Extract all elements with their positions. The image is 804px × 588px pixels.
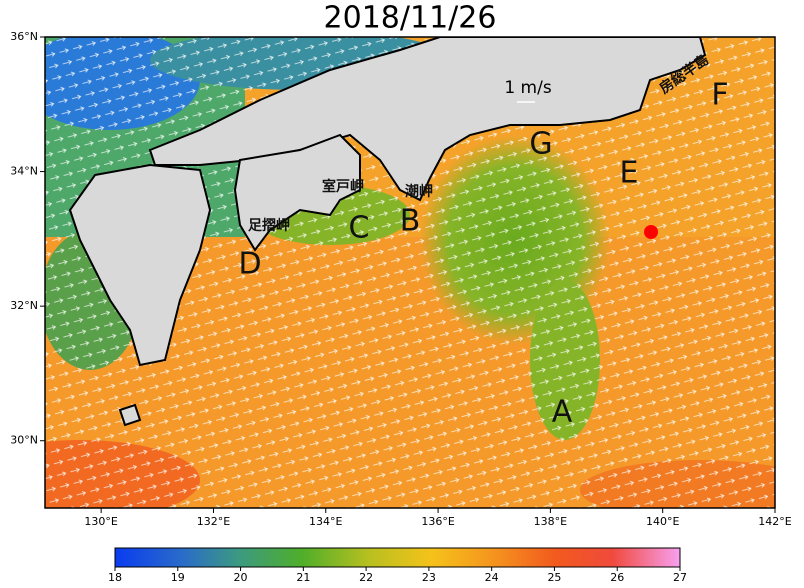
colorbar-tick-label: 26: [610, 571, 624, 584]
colorbar-tick-label: 21: [296, 571, 310, 584]
scale-label: 1 m/s: [504, 78, 552, 98]
chart-title: 2018/11/26: [324, 1, 497, 36]
point-label: F: [711, 78, 728, 113]
colorbar-tick-label: 18: [108, 571, 122, 584]
point-label: B: [400, 204, 421, 239]
colorbar-tick-label: 25: [547, 571, 561, 584]
colorbar-tick-label: 20: [234, 571, 248, 584]
land: [68, 37, 707, 427]
x-tick-label: 132°E: [197, 515, 230, 528]
colorbar-tick-label: 24: [485, 571, 499, 584]
x-tick-label: 138°E: [534, 515, 567, 528]
y-tick-label: 36°N: [10, 30, 38, 43]
point-label: A: [552, 395, 573, 430]
point-label: G: [529, 127, 552, 162]
x-tick-label: 134°E: [309, 515, 342, 528]
x-tick-label: 136°E: [421, 515, 454, 528]
y-tick-label: 30°N: [10, 434, 38, 447]
marker: [644, 225, 658, 239]
colorbar: [114, 547, 681, 568]
place-name: 室戸岬: [322, 178, 364, 195]
map-frame: [44, 36, 776, 509]
y-tick-label: 32°N: [10, 299, 38, 312]
colorbar-tick-label: 23: [422, 571, 436, 584]
point-label: D: [238, 247, 261, 282]
map-area: [45, 37, 775, 508]
x-tick-label: 130°E: [84, 515, 117, 528]
x-tick-label: 142°E: [758, 515, 791, 528]
colorbar-tick-label: 19: [171, 571, 185, 584]
place-name: 足摺岬: [248, 218, 290, 234]
colorbar-tick-label: 22: [359, 571, 373, 584]
y-tick-label: 34°N: [10, 165, 38, 178]
point-label: C: [349, 211, 370, 246]
colorbar-tick-label: 27: [673, 571, 687, 584]
point-label: E: [620, 156, 639, 191]
x-tick-label: 140°E: [646, 515, 679, 528]
place-name: 潮岬: [405, 183, 433, 200]
